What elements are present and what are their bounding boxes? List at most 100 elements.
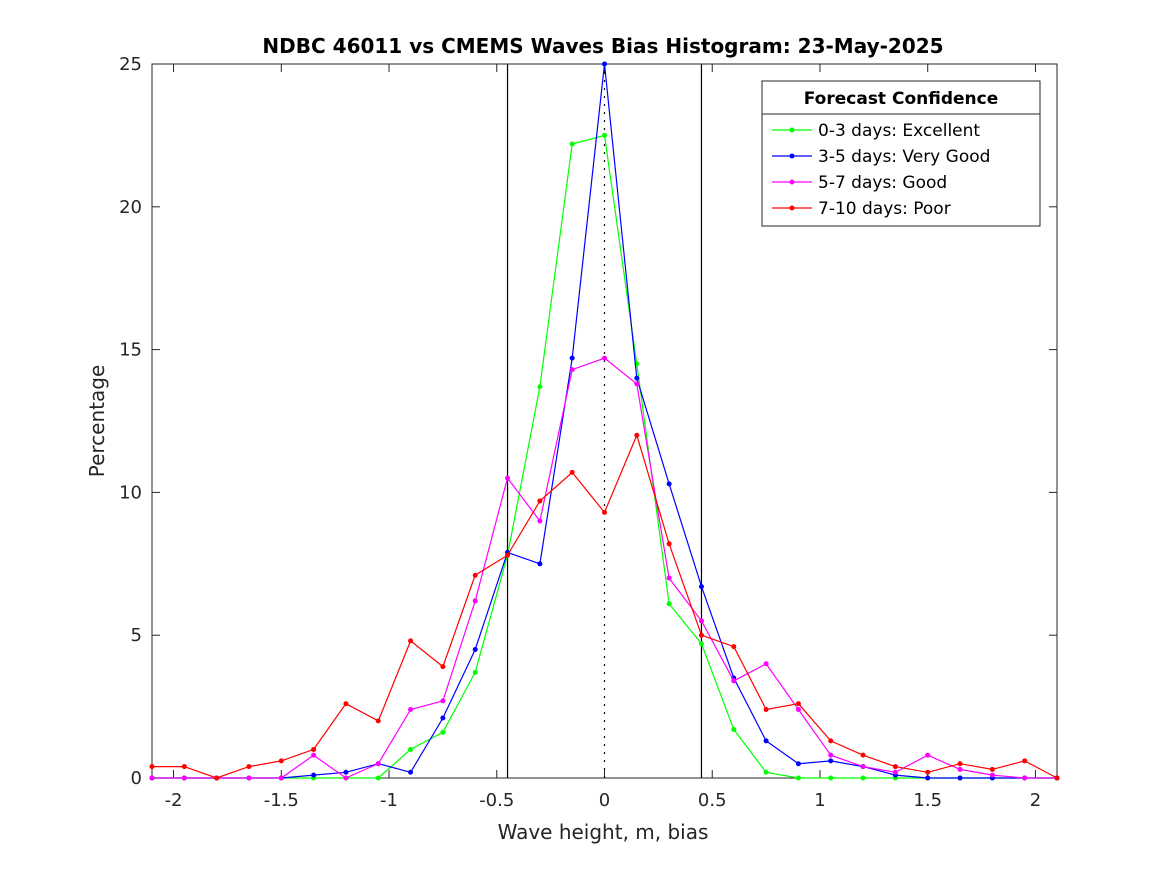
x-tick-label: -2 [165, 790, 183, 811]
data-point [795, 706, 801, 712]
data-point [957, 775, 963, 781]
data-point [408, 638, 414, 644]
data-point [860, 752, 866, 758]
x-tick-label: -0.5 [479, 790, 514, 811]
data-point [860, 775, 866, 781]
data-point [343, 769, 349, 775]
data-point [602, 355, 607, 361]
legend-marker [789, 205, 795, 211]
x-axis-label: Wave height, m, bias [498, 820, 709, 844]
chart-title: NDBC 46011 vs CMEMS Waves Bias Histogram… [262, 34, 943, 58]
data-point [375, 775, 381, 781]
legend-title: Forecast Confidence [804, 89, 999, 109]
data-point [602, 509, 607, 515]
data-point [666, 481, 672, 487]
data-point [1022, 758, 1028, 764]
data-point [602, 61, 607, 67]
data-point [957, 766, 963, 772]
data-point [957, 761, 963, 767]
data-point [343, 701, 349, 707]
data-point [602, 132, 607, 138]
legend-label: 5-7 days: Good [818, 173, 947, 193]
data-point [472, 572, 478, 578]
data-point [408, 769, 414, 775]
data-point [569, 355, 575, 361]
legend-marker [789, 179, 795, 185]
y-tick-label: 5 [131, 625, 142, 646]
data-point [472, 669, 478, 675]
data-point [828, 775, 834, 781]
data-point [763, 661, 769, 667]
data-point [763, 706, 769, 712]
data-point [569, 367, 575, 373]
y-tick-label: 15 [119, 340, 142, 361]
y-axis-label: Percentage [85, 365, 109, 478]
legend-label: 3-5 days: Very Good [818, 147, 990, 167]
data-point [375, 761, 381, 767]
legend-marker [789, 153, 795, 159]
data-point [731, 644, 737, 650]
data-point [1022, 775, 1028, 781]
y-tick-label: 20 [119, 197, 142, 218]
data-point [731, 726, 737, 732]
y-tick-label: 10 [119, 482, 142, 503]
data-point [472, 646, 478, 652]
data-point [666, 541, 672, 547]
data-point [505, 475, 511, 481]
data-point [925, 769, 931, 775]
data-point [278, 758, 284, 764]
legend-marker [789, 127, 795, 133]
legend-label: 7-10 days: Poor [818, 199, 951, 219]
data-point [246, 764, 252, 770]
data-point [795, 701, 801, 707]
data-point [343, 775, 349, 781]
data-point [828, 758, 834, 764]
x-tick-label: -1 [380, 790, 398, 811]
data-point [569, 141, 575, 147]
x-tick-label: 0 [599, 790, 610, 811]
x-tick-label: 1 [814, 790, 825, 811]
data-point [408, 706, 414, 712]
data-point [181, 775, 187, 781]
data-point [408, 746, 414, 752]
data-point [1054, 775, 1060, 781]
data-point [246, 775, 252, 781]
data-point [892, 764, 898, 770]
data-point [666, 575, 672, 581]
data-point [375, 718, 381, 724]
data-point [989, 772, 995, 778]
data-point [569, 469, 575, 475]
x-tick-label: 1.5 [913, 790, 942, 811]
data-point [634, 432, 640, 438]
x-tick-label: -1.5 [264, 790, 299, 811]
data-point [278, 775, 284, 781]
data-point [666, 601, 672, 607]
data-point [537, 561, 543, 567]
data-point [698, 641, 704, 647]
data-point [925, 775, 931, 781]
data-point [440, 729, 446, 735]
data-point [440, 715, 446, 721]
data-point [925, 752, 931, 758]
data-point [828, 752, 834, 758]
legend: Forecast Confidence 0-3 days: Excellent 3-… [761, 80, 1041, 227]
data-point [537, 384, 543, 390]
data-point [181, 764, 187, 770]
y-tick-label: 25 [119, 54, 142, 75]
x-tick-label: 2 [1030, 790, 1041, 811]
data-point [311, 746, 317, 752]
data-point [440, 664, 446, 670]
data-point [828, 738, 834, 744]
data-point [634, 381, 640, 387]
data-point [440, 698, 446, 704]
series-line [152, 433, 1058, 779]
data-point [149, 775, 155, 781]
data-point [763, 738, 769, 744]
data-point [537, 518, 543, 524]
data-point [731, 678, 737, 684]
legend-label: 0-3 days: Excellent [818, 121, 980, 141]
data-point [860, 764, 866, 770]
data-point [698, 632, 704, 638]
